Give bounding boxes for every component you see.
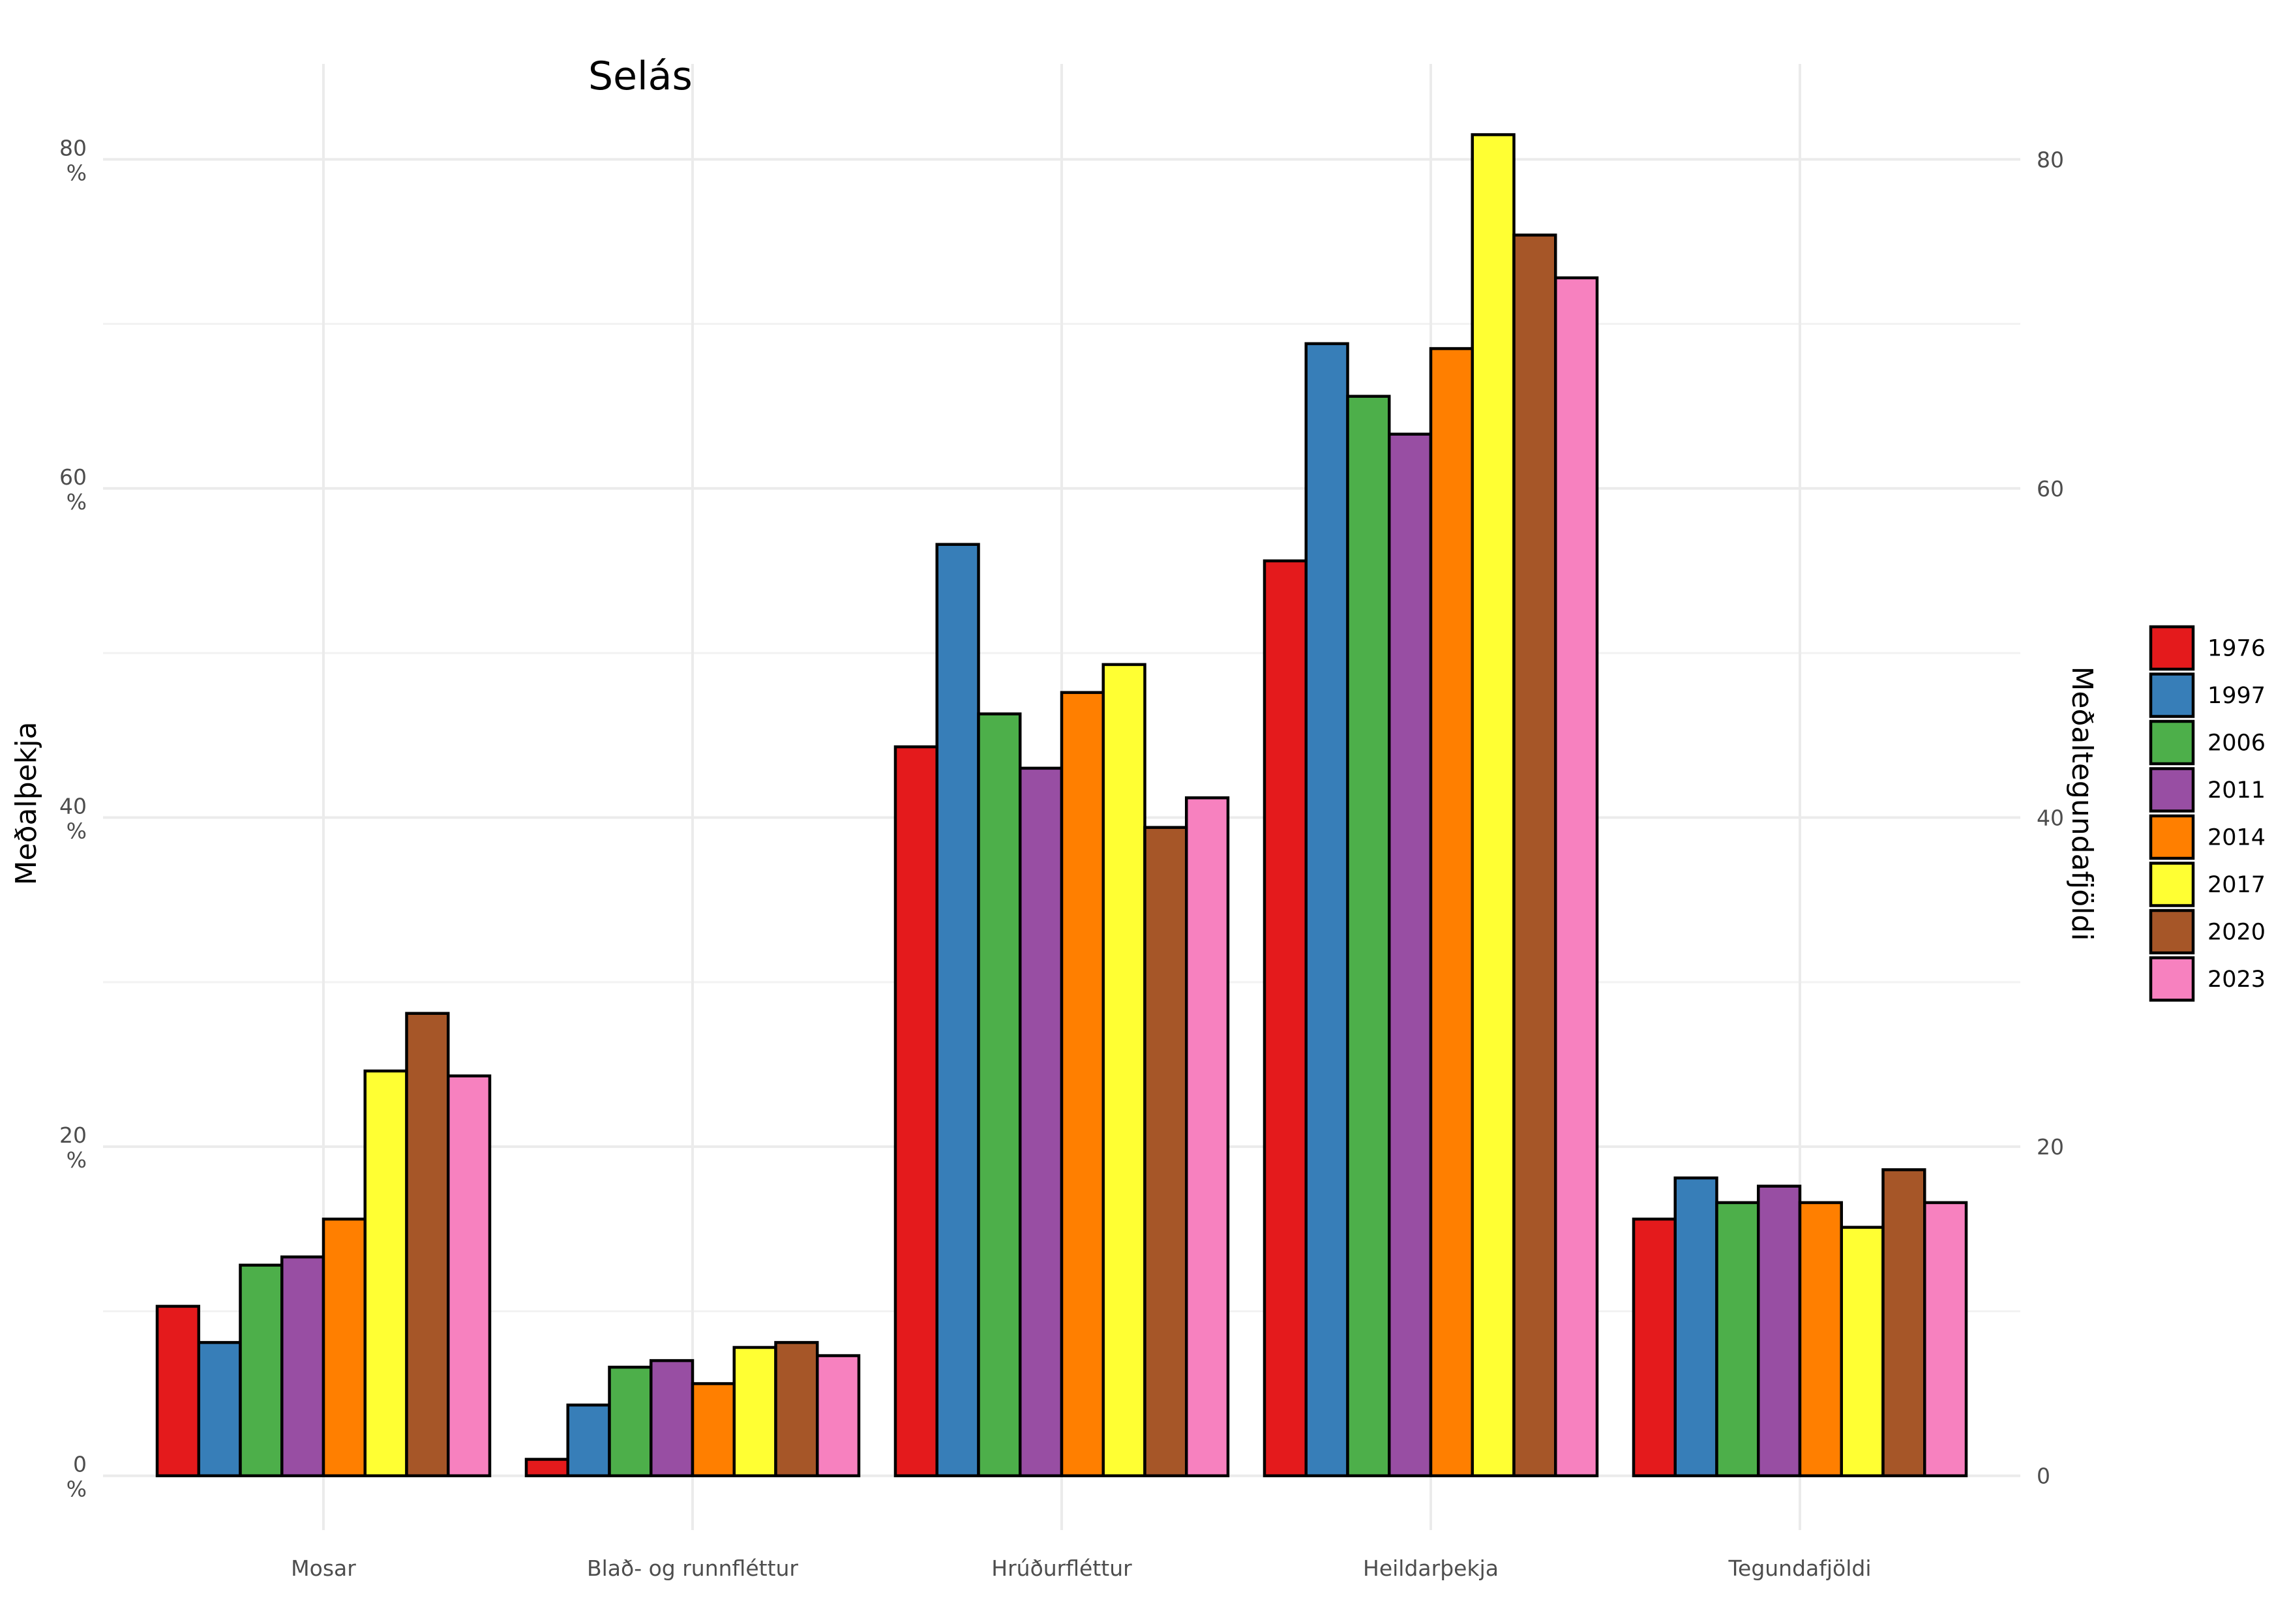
x-tick-label: Blað- og runnfléttur bbox=[587, 1556, 798, 1581]
legend-swatch bbox=[2149, 956, 2195, 1002]
legend-swatch bbox=[2149, 672, 2195, 718]
bar-2006-4 bbox=[1346, 395, 1391, 1477]
legend-label: 1997 bbox=[2207, 683, 2266, 709]
y-tick-label: 20% bbox=[59, 1122, 87, 1173]
bar-2017-4 bbox=[1471, 133, 1516, 1477]
legend-swatch bbox=[2149, 767, 2195, 813]
legend-swatch bbox=[2149, 719, 2195, 766]
y2-tick-label: 60 bbox=[2037, 476, 2064, 502]
bar-2014-4 bbox=[1429, 347, 1474, 1477]
x-tick-label: Mosar bbox=[291, 1556, 356, 1581]
secondary-y-axis-title: Meðaltegundafjöldi bbox=[2065, 666, 2099, 940]
bar-2023-3 bbox=[1185, 796, 1230, 1477]
legend-label: 2017 bbox=[2207, 872, 2266, 898]
bar-1997-1 bbox=[197, 1341, 242, 1477]
legend-swatch bbox=[2149, 862, 2195, 907]
legend-label: 2023 bbox=[2207, 967, 2266, 993]
legend-label: 2020 bbox=[2207, 920, 2266, 946]
legend-swatch bbox=[2149, 909, 2195, 955]
bar-2020-4 bbox=[1512, 233, 1557, 1477]
bar-1997-5 bbox=[1673, 1176, 1718, 1477]
bar-2017-3 bbox=[1101, 663, 1146, 1477]
bar-2011-2 bbox=[650, 1359, 695, 1477]
axes-layer: Mosar Blað- og runnfléttur Hrúðurfléttur He… bbox=[59, 135, 2064, 1581]
bars-layer bbox=[155, 133, 1968, 1477]
bar-2014-2 bbox=[691, 1382, 736, 1477]
bar-2023-4 bbox=[1554, 276, 1599, 1477]
x-tick-label: Hrúðurfléttur bbox=[991, 1556, 1132, 1581]
legend: 1976 1997 2006 2011 2014 2017 2020 2023 bbox=[2149, 625, 2266, 1002]
bar-1976-5 bbox=[1632, 1217, 1677, 1477]
bar-2023-5 bbox=[1923, 1201, 1968, 1477]
y-tick-label: 40% bbox=[59, 794, 87, 844]
bar-2020-3 bbox=[1143, 826, 1188, 1477]
legend-label: 1976 bbox=[2207, 636, 2266, 662]
legend-swatch bbox=[2149, 625, 2195, 671]
bar-1976-2 bbox=[524, 1458, 569, 1477]
x-tick-label: Tegundafjöldi bbox=[1728, 1556, 1871, 1581]
bar-2017-2 bbox=[732, 1346, 777, 1477]
legend-item-1997: 1997 bbox=[2149, 672, 2266, 718]
bar-1976-1 bbox=[155, 1304, 200, 1477]
bar-2014-1 bbox=[322, 1217, 367, 1477]
bar-2023-2 bbox=[816, 1354, 861, 1477]
y-tick-label: 0% bbox=[67, 1452, 87, 1502]
legend-item-2006: 2006 bbox=[2149, 719, 2266, 766]
y2-tick-label: 80 bbox=[2037, 147, 2064, 172]
legend-item-2014: 2014 bbox=[2149, 814, 2266, 860]
bar-1976-4 bbox=[1263, 559, 1308, 1477]
legend-label: 2006 bbox=[2207, 730, 2266, 757]
bar-2020-1 bbox=[405, 1012, 450, 1477]
bar-1997-2 bbox=[566, 1404, 611, 1477]
legend-label: 2014 bbox=[2207, 825, 2266, 851]
x-tick-label: Heildarþekja bbox=[1363, 1556, 1499, 1581]
legend-item-2011: 2011 bbox=[2149, 767, 2266, 813]
legend-item-1976: 1976 bbox=[2149, 625, 2266, 671]
bar-2014-3 bbox=[1060, 691, 1105, 1477]
bar-2006-1 bbox=[239, 1263, 284, 1477]
y-tick-label: 80% bbox=[59, 135, 87, 185]
bar-1976-3 bbox=[893, 745, 938, 1477]
chart-title: Selás bbox=[588, 53, 693, 99]
legend-item-2017: 2017 bbox=[2149, 862, 2266, 907]
bar-2020-2 bbox=[774, 1341, 819, 1477]
bar-2020-5 bbox=[1881, 1168, 1926, 1477]
bar-2017-1 bbox=[363, 1069, 408, 1477]
bar-2011-1 bbox=[280, 1255, 325, 1477]
bar-2023-1 bbox=[447, 1074, 492, 1477]
legend-item-2023: 2023 bbox=[2149, 956, 2266, 1002]
y-tick-label: 60% bbox=[59, 464, 87, 515]
bar-1997-4 bbox=[1304, 342, 1349, 1477]
legend-item-2020: 2020 bbox=[2149, 909, 2266, 955]
bar-2006-5 bbox=[1715, 1201, 1760, 1477]
y2-tick-label: 0 bbox=[2037, 1464, 2050, 1489]
bar-2011-4 bbox=[1388, 432, 1433, 1477]
bar-1997-3 bbox=[935, 543, 980, 1477]
bar-2017-5 bbox=[1840, 1226, 1885, 1477]
bar-2006-3 bbox=[977, 712, 1022, 1477]
y2-tick-label: 40 bbox=[2037, 805, 2064, 831]
bar-2014-5 bbox=[1798, 1201, 1843, 1477]
bar-2006-2 bbox=[608, 1365, 653, 1477]
legend-label: 2011 bbox=[2207, 777, 2266, 804]
bar-2011-3 bbox=[1019, 766, 1064, 1477]
legend-swatch bbox=[2149, 814, 2195, 860]
y2-tick-label: 20 bbox=[2037, 1134, 2064, 1160]
y-axis-title: Meðalþekja bbox=[10, 722, 43, 886]
bar-2011-5 bbox=[1757, 1184, 1802, 1477]
